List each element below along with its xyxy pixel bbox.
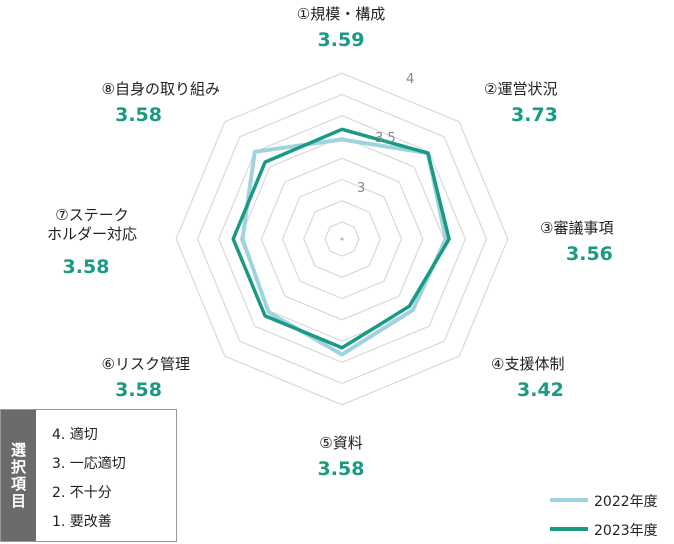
axis-value-4: 3.42 <box>517 379 564 401</box>
grid-ring <box>196 93 488 385</box>
axis-label-6: ⑥リスク管理 <box>101 355 190 373</box>
tick-label-4: 4 <box>406 72 415 87</box>
axis-value-2: 3.73 <box>511 104 558 126</box>
grid-ring <box>260 157 424 321</box>
axis-label-8: ⑧自身の取り組み <box>101 80 220 98</box>
axis-value-5: 3.58 <box>317 458 365 480</box>
axis-value-1: 3.59 <box>317 29 365 51</box>
center-dot <box>340 237 344 241</box>
axis-label-5: ⑤資料 <box>319 434 363 452</box>
grid-ring <box>239 136 445 342</box>
tick-label-3-5: 3.5 <box>375 131 396 146</box>
grid-ring <box>175 72 509 406</box>
grid-ring <box>218 115 466 363</box>
option-item: 3. 一応適切 <box>52 456 126 472</box>
axis-value-6: 3.58 <box>115 379 162 401</box>
options-legend-title: 選択項目 <box>1 410 36 541</box>
grid-ring <box>281 178 403 300</box>
axis-label-1: ①規模・構成 <box>296 5 386 23</box>
series-line-2022 <box>240 137 448 357</box>
grid-ring <box>303 200 381 278</box>
grid-ring <box>324 221 360 257</box>
axis-label-4: ④支援体制 <box>491 355 565 373</box>
axis-label-3: ③審議事項 <box>540 219 614 237</box>
axis-value-7: 3.58 <box>62 256 110 278</box>
options-legend: 選択項目 4. 適切 3. 一応適切 2. 不十分 1. 要改善 <box>0 409 177 542</box>
axis-label-2: ②運営状況 <box>484 80 558 98</box>
tick-label-3: 3 <box>357 181 366 196</box>
axis-value-8: 3.58 <box>115 104 162 126</box>
axis-label-7: ⑦ステーク ホルダー対応 <box>46 206 138 243</box>
option-item: 2. 不十分 <box>52 485 112 501</box>
option-item: 1. 要改善 <box>52 514 112 530</box>
legend-swatch-2023 <box>550 527 588 531</box>
legend-swatch-2022 <box>550 498 588 502</box>
axis-value-3: 3.56 <box>566 243 613 265</box>
legend-item-2022: 2022年度 <box>550 494 658 511</box>
option-item: 4. 適切 <box>52 427 98 443</box>
legend-item-2023: 2023年度 <box>550 523 658 540</box>
